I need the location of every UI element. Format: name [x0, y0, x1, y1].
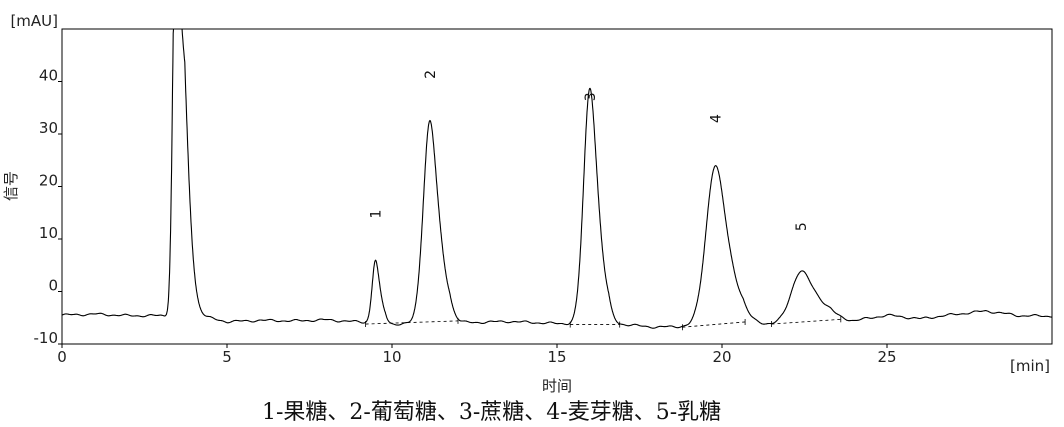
integration-baseline: [365, 320, 459, 325]
peak-label: 5: [794, 222, 810, 231]
integration-baseline: [682, 321, 746, 328]
y-axis-title: 信号: [2, 171, 20, 201]
peak-label: 2: [423, 70, 439, 79]
y-tick-label: 30: [39, 119, 58, 137]
x-tick-label: 10: [382, 348, 401, 366]
peak-label: 1: [369, 210, 385, 219]
x-unit-label: [min]: [1010, 357, 1050, 375]
y-tick-label: 10: [39, 224, 58, 242]
y-tick-label: 20: [39, 172, 58, 190]
integration-baseline: [771, 318, 841, 325]
x-tick-label: 5: [222, 348, 232, 366]
chromatogram-chart: [mAU] [min] 时间 信号 0 5 10 15 20 25-10010203040…: [2, 12, 1053, 394]
y-tick-label: 0: [48, 277, 58, 295]
y-tick-label: 40: [39, 67, 58, 85]
figure-caption: 1-果糖、2-葡萄糖、3-蔗糖、4-麦芽糖、5-乳糖: [262, 400, 722, 425]
x-tick-label: 20: [712, 348, 731, 366]
y-tick-label: -10: [34, 329, 59, 347]
x-tick-label: 25: [877, 348, 896, 366]
x-tick-label: 15: [547, 348, 566, 366]
y-unit-label: [mAU]: [10, 12, 58, 30]
peak-label: 4: [708, 114, 724, 123]
peak-label: 3: [583, 92, 599, 101]
x-tick-label: 0: [57, 348, 67, 366]
x-axis-title: 时间: [542, 377, 572, 394]
signal-trace: [61, 28, 1052, 329]
plot-frame: [61, 28, 1053, 345]
